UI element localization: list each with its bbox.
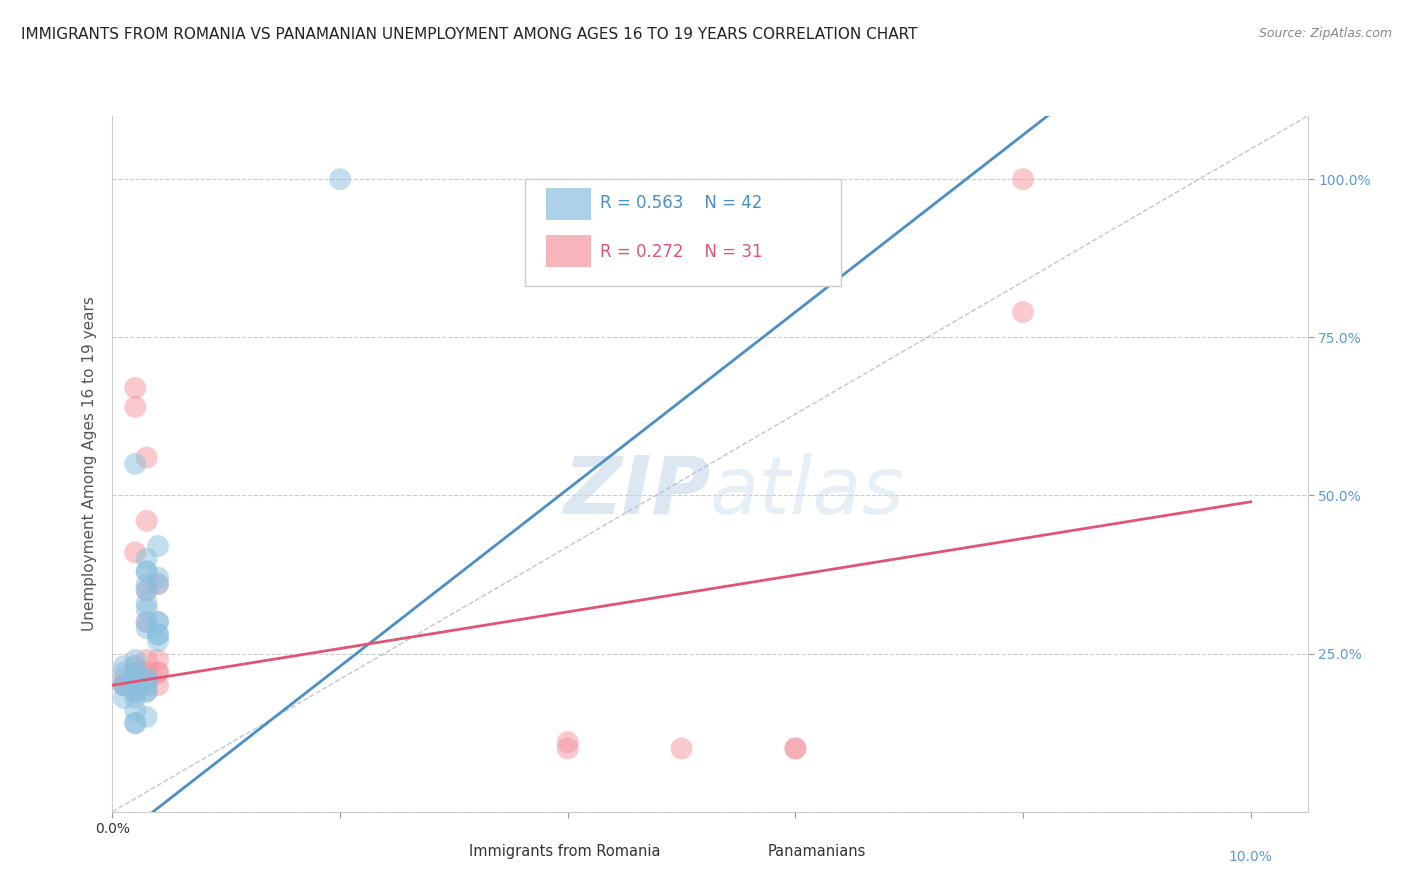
Point bbox=[146, 615, 169, 629]
Point bbox=[135, 615, 157, 629]
Point bbox=[146, 665, 169, 680]
Point bbox=[135, 514, 157, 528]
Text: R = 0.272    N = 31: R = 0.272 N = 31 bbox=[600, 243, 762, 260]
Point bbox=[124, 684, 146, 698]
Point bbox=[124, 659, 146, 673]
Point bbox=[785, 741, 807, 756]
Text: Source: ZipAtlas.com: Source: ZipAtlas.com bbox=[1258, 27, 1392, 40]
Point bbox=[112, 659, 135, 673]
Point bbox=[124, 678, 146, 692]
Point bbox=[124, 716, 146, 731]
Point bbox=[124, 665, 146, 680]
Point bbox=[671, 741, 693, 756]
Point bbox=[135, 665, 157, 680]
Y-axis label: Unemployment Among Ages 16 to 19 years: Unemployment Among Ages 16 to 19 years bbox=[82, 296, 97, 632]
Point bbox=[135, 615, 157, 629]
Text: Immigrants from Romania: Immigrants from Romania bbox=[468, 844, 661, 859]
Point bbox=[146, 627, 169, 641]
Point bbox=[135, 678, 157, 692]
Point bbox=[124, 545, 146, 559]
Point bbox=[124, 684, 146, 698]
Point bbox=[135, 653, 157, 667]
FancyBboxPatch shape bbox=[731, 839, 762, 862]
FancyBboxPatch shape bbox=[524, 178, 841, 286]
Point bbox=[135, 577, 157, 591]
Point bbox=[557, 735, 579, 749]
Point bbox=[124, 400, 146, 414]
Point bbox=[146, 678, 169, 692]
Text: ZIP: ZIP bbox=[562, 452, 710, 531]
Point bbox=[135, 710, 157, 724]
Point bbox=[135, 621, 157, 635]
Point bbox=[135, 665, 157, 680]
Point bbox=[135, 672, 157, 686]
Point bbox=[124, 704, 146, 718]
Point bbox=[557, 741, 579, 756]
Point bbox=[135, 596, 157, 610]
Point bbox=[124, 672, 146, 686]
Point bbox=[124, 716, 146, 731]
Point bbox=[135, 450, 157, 465]
FancyBboxPatch shape bbox=[433, 839, 464, 862]
Point bbox=[124, 678, 146, 692]
Point bbox=[124, 659, 146, 673]
Point bbox=[146, 653, 169, 667]
Point bbox=[135, 551, 157, 566]
Point bbox=[112, 678, 135, 692]
FancyBboxPatch shape bbox=[547, 188, 591, 220]
Point bbox=[146, 615, 169, 629]
Point bbox=[135, 583, 157, 598]
Point bbox=[124, 653, 146, 667]
Point bbox=[112, 665, 135, 680]
Point bbox=[112, 690, 135, 705]
Point bbox=[146, 577, 169, 591]
Point bbox=[112, 678, 135, 692]
Point bbox=[135, 565, 157, 579]
Point bbox=[135, 583, 157, 598]
Point bbox=[135, 565, 157, 579]
Point bbox=[124, 457, 146, 471]
Point bbox=[112, 672, 135, 686]
Point bbox=[124, 665, 146, 680]
Point bbox=[112, 678, 135, 692]
Text: IMMIGRANTS FROM ROMANIA VS PANAMANIAN UNEMPLOYMENT AMONG AGES 16 TO 19 YEARS COR: IMMIGRANTS FROM ROMANIA VS PANAMANIAN UN… bbox=[21, 27, 918, 42]
Point bbox=[135, 684, 157, 698]
Point bbox=[112, 678, 135, 692]
Point bbox=[135, 672, 157, 686]
Point bbox=[146, 665, 169, 680]
Text: 10.0%: 10.0% bbox=[1229, 850, 1272, 864]
Point bbox=[124, 672, 146, 686]
Point bbox=[1012, 172, 1035, 186]
Point bbox=[785, 741, 807, 756]
Text: R = 0.563    N = 42: R = 0.563 N = 42 bbox=[600, 194, 762, 212]
Point bbox=[124, 690, 146, 705]
Point bbox=[146, 634, 169, 648]
Point bbox=[146, 577, 169, 591]
Point bbox=[1012, 305, 1035, 319]
Point bbox=[135, 602, 157, 616]
Point bbox=[135, 684, 157, 698]
Point bbox=[135, 678, 157, 692]
Text: atlas: atlas bbox=[710, 452, 905, 531]
Point bbox=[124, 672, 146, 686]
Text: Panamanians: Panamanians bbox=[768, 844, 866, 859]
FancyBboxPatch shape bbox=[547, 235, 591, 267]
Point bbox=[146, 571, 169, 585]
Point bbox=[329, 172, 352, 186]
Point bbox=[124, 684, 146, 698]
Point bbox=[124, 381, 146, 395]
Point bbox=[146, 627, 169, 641]
Point bbox=[146, 539, 169, 553]
